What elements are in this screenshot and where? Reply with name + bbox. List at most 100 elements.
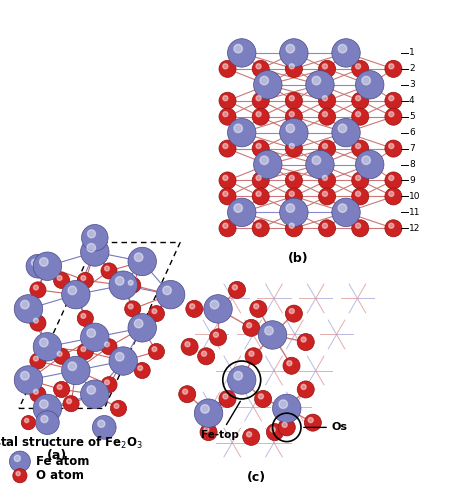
Circle shape [285, 220, 302, 237]
Circle shape [14, 455, 20, 462]
Circle shape [266, 423, 283, 440]
Circle shape [356, 111, 361, 117]
Circle shape [163, 286, 171, 295]
Circle shape [285, 108, 302, 125]
Circle shape [252, 188, 269, 205]
Circle shape [54, 272, 70, 288]
Circle shape [322, 96, 328, 101]
Circle shape [283, 357, 300, 374]
Circle shape [57, 276, 62, 280]
Text: 7: 7 [409, 144, 415, 153]
Circle shape [322, 223, 328, 228]
Circle shape [319, 140, 336, 157]
Circle shape [385, 108, 402, 125]
Text: Fe-top: Fe-top [201, 401, 240, 440]
Circle shape [219, 391, 236, 407]
Circle shape [33, 252, 62, 280]
Circle shape [81, 347, 86, 352]
Circle shape [332, 198, 360, 227]
Text: (c): (c) [246, 471, 265, 484]
Circle shape [14, 366, 43, 394]
Circle shape [33, 394, 62, 423]
Circle shape [34, 285, 38, 290]
Circle shape [385, 220, 402, 237]
Circle shape [138, 366, 143, 370]
Circle shape [135, 253, 143, 262]
Circle shape [105, 342, 109, 347]
Circle shape [356, 144, 361, 149]
Text: 10: 10 [409, 192, 420, 201]
Circle shape [148, 344, 164, 359]
Text: 6: 6 [409, 128, 415, 137]
Circle shape [13, 469, 27, 483]
Circle shape [198, 348, 215, 365]
Circle shape [181, 338, 198, 355]
Circle shape [213, 332, 219, 337]
Circle shape [319, 188, 336, 205]
Circle shape [332, 118, 360, 147]
Circle shape [201, 351, 207, 356]
Text: 3: 3 [409, 80, 415, 89]
Circle shape [114, 404, 119, 408]
Circle shape [16, 471, 20, 476]
Circle shape [256, 175, 261, 180]
Circle shape [260, 76, 268, 85]
Circle shape [252, 60, 269, 78]
Circle shape [57, 385, 62, 390]
Circle shape [322, 144, 328, 149]
Circle shape [301, 337, 306, 342]
Circle shape [285, 92, 302, 109]
Circle shape [356, 96, 361, 101]
Circle shape [352, 188, 369, 205]
Circle shape [54, 348, 70, 364]
Circle shape [338, 124, 347, 133]
Circle shape [186, 300, 203, 318]
Circle shape [289, 308, 294, 313]
Circle shape [352, 60, 369, 78]
Circle shape [77, 344, 93, 359]
Circle shape [338, 44, 347, 53]
Circle shape [256, 192, 261, 197]
Circle shape [289, 64, 294, 69]
Circle shape [356, 175, 361, 180]
Circle shape [285, 305, 302, 322]
Circle shape [285, 140, 302, 157]
Text: 5: 5 [409, 112, 415, 121]
Circle shape [219, 92, 236, 109]
Circle shape [297, 381, 314, 398]
Circle shape [223, 111, 228, 117]
Text: 11: 11 [409, 208, 420, 217]
Circle shape [128, 304, 133, 309]
Circle shape [36, 411, 59, 434]
Circle shape [204, 295, 232, 323]
Circle shape [252, 108, 269, 125]
Circle shape [286, 44, 295, 53]
Circle shape [322, 64, 328, 69]
Circle shape [88, 230, 95, 238]
Circle shape [260, 156, 268, 164]
Circle shape [105, 380, 109, 385]
Circle shape [9, 451, 30, 472]
Text: Crystal structure of Fe$_2$O$_3$: Crystal structure of Fe$_2$O$_3$ [0, 434, 143, 452]
Circle shape [289, 144, 294, 149]
Circle shape [306, 71, 334, 99]
Circle shape [385, 140, 402, 157]
Circle shape [200, 423, 217, 440]
Circle shape [25, 418, 29, 423]
Circle shape [81, 380, 109, 408]
Circle shape [87, 329, 96, 337]
Circle shape [110, 400, 127, 416]
Circle shape [21, 415, 36, 430]
Circle shape [152, 347, 157, 352]
Circle shape [287, 361, 292, 366]
Circle shape [223, 144, 228, 149]
Circle shape [389, 96, 394, 101]
Circle shape [280, 118, 308, 147]
Circle shape [246, 323, 252, 328]
Circle shape [190, 304, 195, 309]
Circle shape [352, 220, 369, 237]
Circle shape [389, 223, 394, 228]
Text: 8: 8 [409, 160, 415, 169]
Circle shape [282, 422, 287, 427]
Circle shape [356, 223, 361, 228]
